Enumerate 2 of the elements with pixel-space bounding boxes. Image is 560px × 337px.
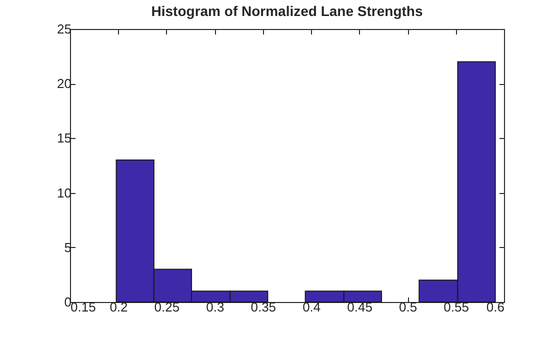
x-tick-label: 0.4 [302, 300, 321, 314]
chart-title: Histogram of Normalized Lane Strengths [151, 3, 423, 19]
